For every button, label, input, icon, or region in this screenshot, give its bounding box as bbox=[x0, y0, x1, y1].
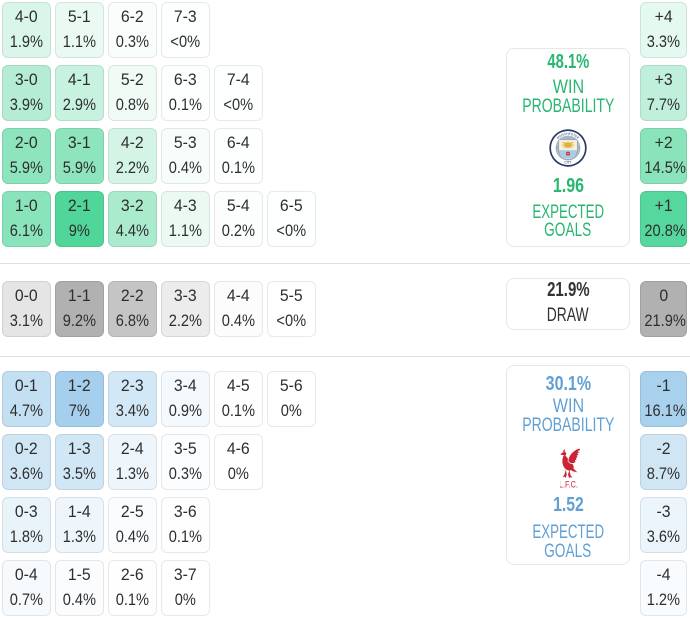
svg-text:CITY: CITY bbox=[564, 160, 573, 165]
svg-text:L.F.C.: L.F.C. bbox=[560, 480, 578, 489]
